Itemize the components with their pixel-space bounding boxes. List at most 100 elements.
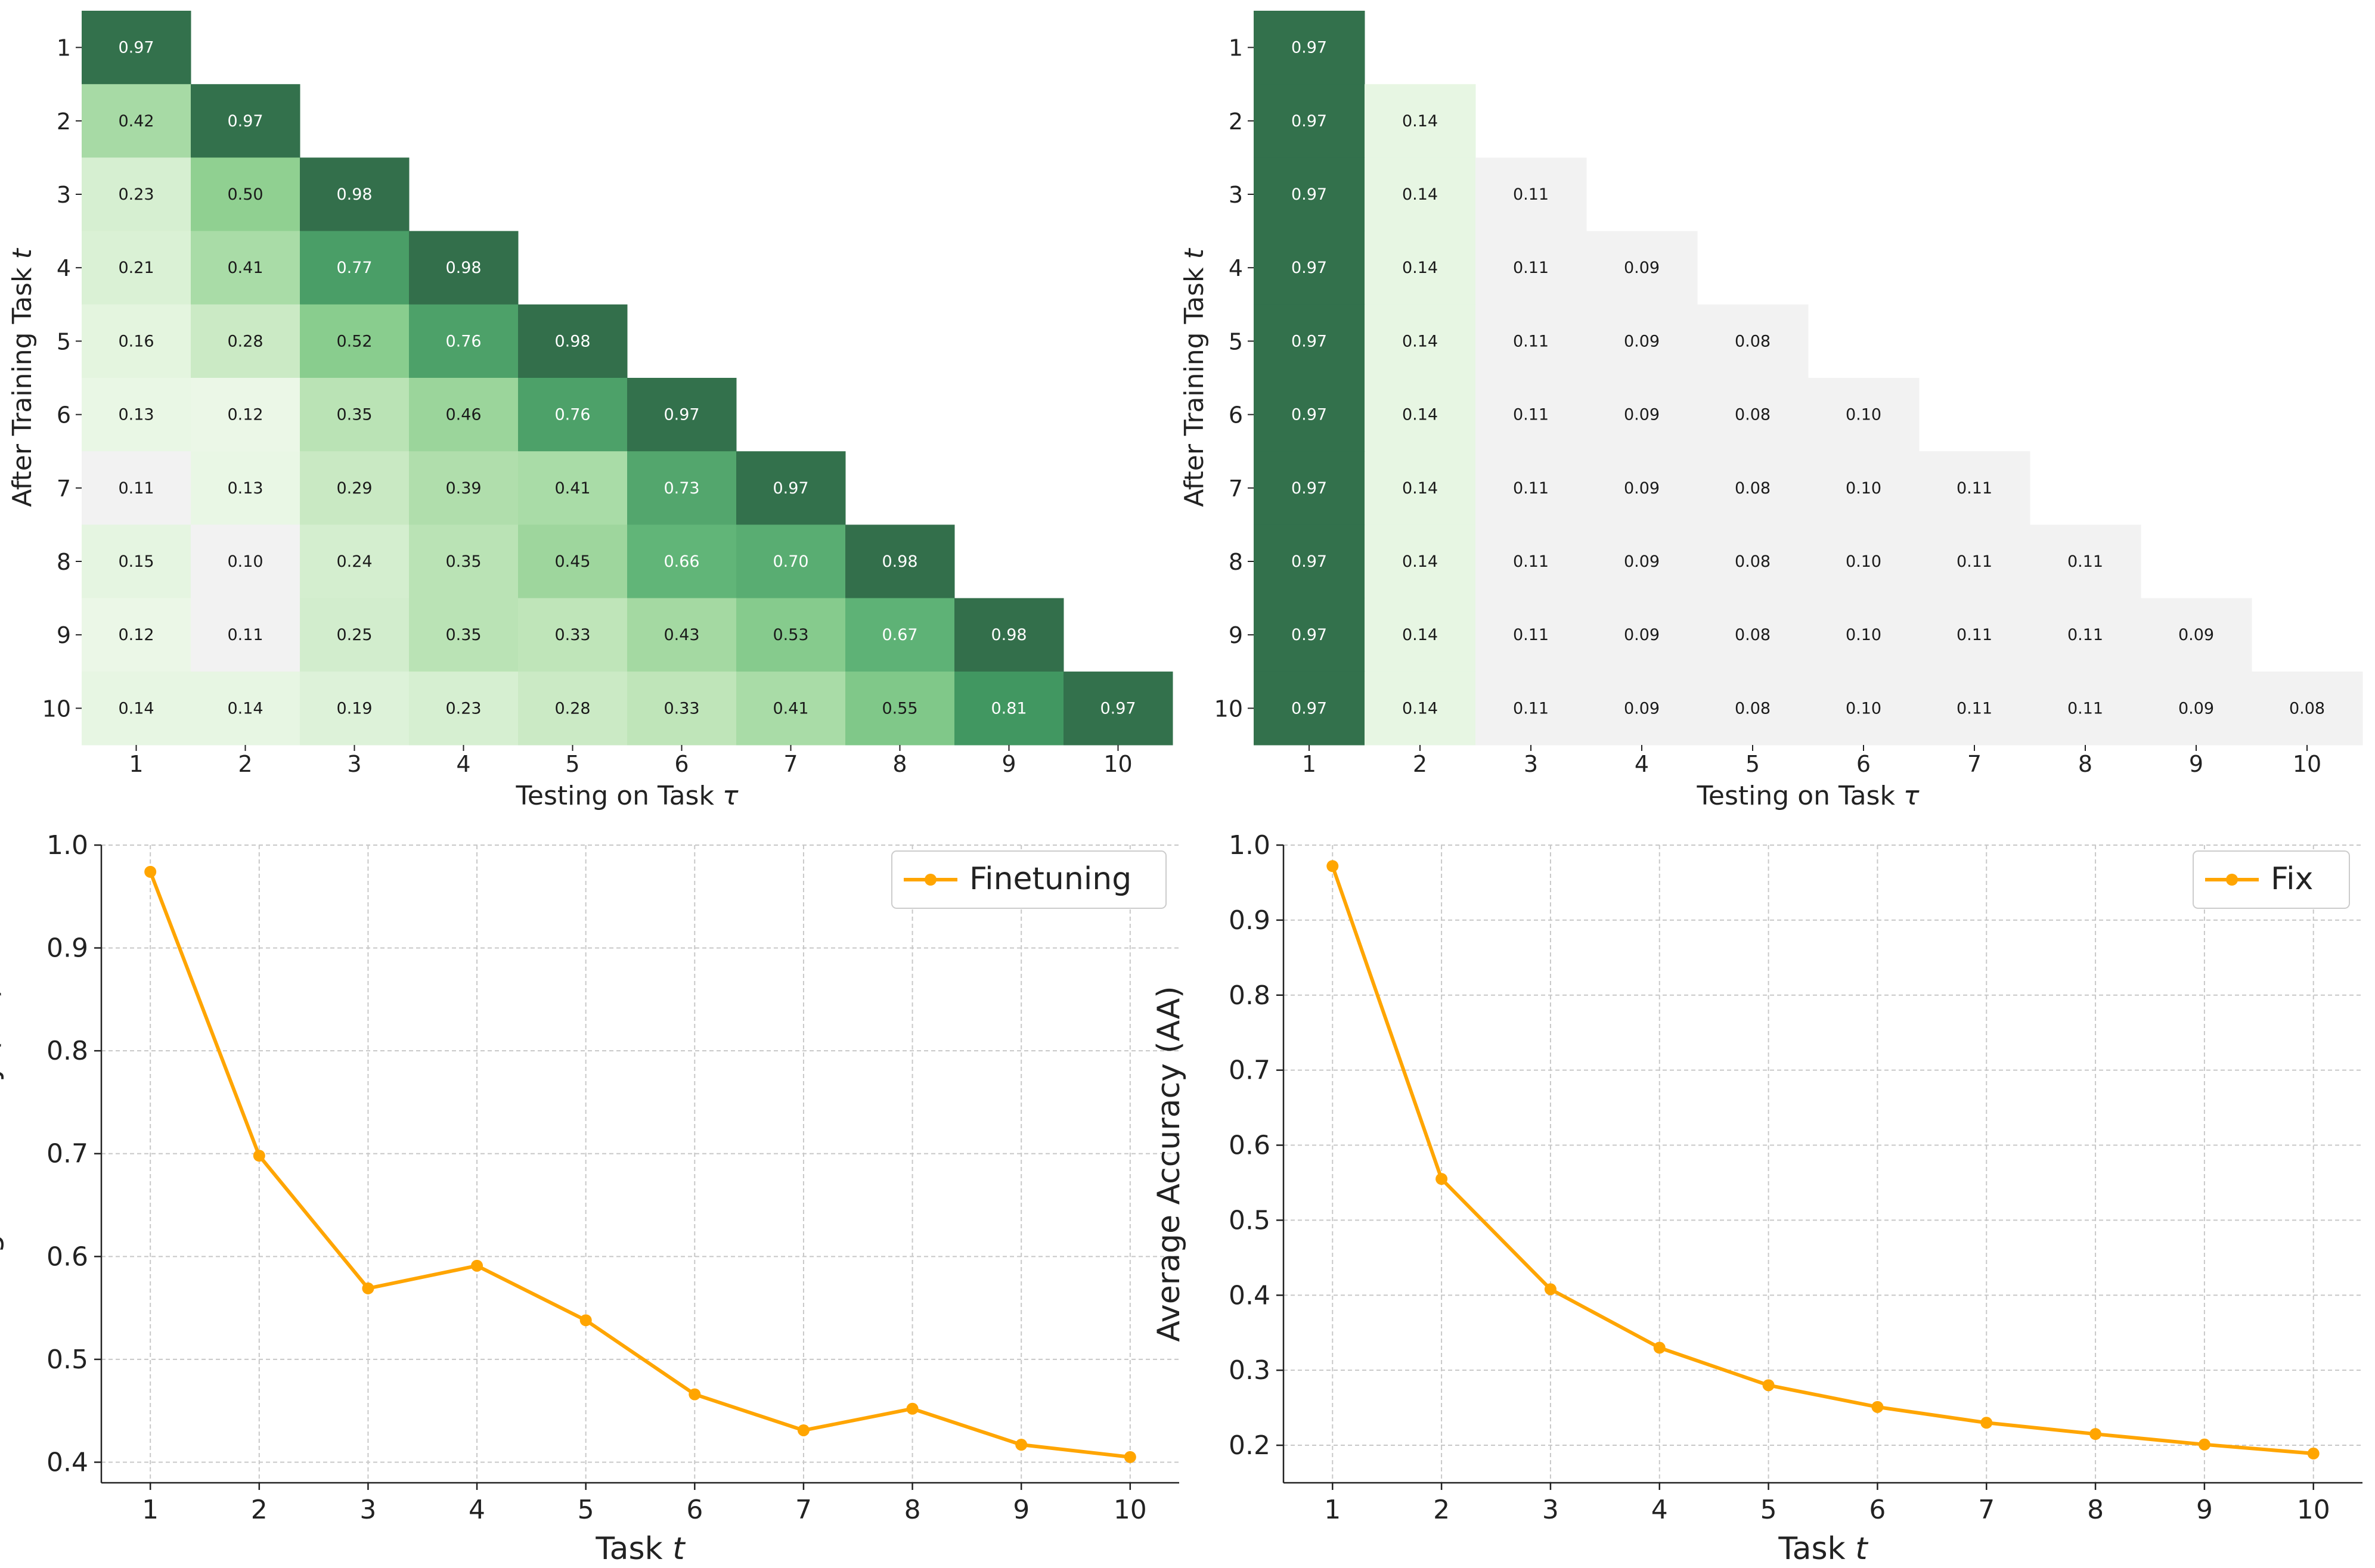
heatmap-cell xyxy=(1475,598,1587,672)
cell-value-label: 0.76 xyxy=(554,406,590,424)
cell-value-label: 0.14 xyxy=(1402,699,1438,718)
cell-value-label: 0.97 xyxy=(1291,112,1327,131)
heatmap-cell xyxy=(1475,378,1587,452)
y-tick-label: 5 xyxy=(1229,328,1243,355)
heatmap-cell xyxy=(1254,671,1365,746)
heatmap-cell xyxy=(1365,378,1476,452)
data-point xyxy=(362,1282,374,1294)
y-tick-label: 9 xyxy=(1229,622,1243,648)
heatmap-cell xyxy=(736,598,846,672)
cell-value-label: 0.97 xyxy=(1291,39,1327,57)
cell-value-label: 0.14 xyxy=(118,699,154,718)
line-chart-1: 1 2 3 4 5 6 7 8 9 10 0.4 0.5 0.6 0.7 0.8 0.9 1.0 Finetuni… xyxy=(0,830,1179,1567)
cell-value-label: 0.73 xyxy=(663,479,699,498)
data-point xyxy=(1653,1342,1666,1354)
heatmap-cell xyxy=(191,304,300,378)
heatmap-cell xyxy=(1365,231,1476,305)
heatmap-cell xyxy=(627,378,737,452)
cell-value-label: 0.35 xyxy=(445,552,481,571)
heatmap-cell xyxy=(1254,378,1365,452)
cell-value-label: 0.19 xyxy=(336,699,372,718)
y-tick-label: 6 xyxy=(1229,402,1243,429)
heatmap-cell xyxy=(1697,378,1809,452)
line-chart-2: 1 2 3 4 5 6 7 8 9 10 0.2 0.3 0.4 0.5 0.6 0.7 0.8 0.9 1.0 Fi… xyxy=(1151,830,2362,1567)
heatmap-cell xyxy=(1808,378,1920,452)
heatmap-cell xyxy=(954,671,1064,746)
heatmap-cell xyxy=(191,451,300,525)
heatmap-cell xyxy=(1254,598,1365,672)
x-tick-label: 9 xyxy=(1013,1495,1030,1525)
heatmap-cell xyxy=(1365,598,1476,672)
x-tick-label: 5 xyxy=(565,751,579,777)
heatmap-cell xyxy=(82,84,191,158)
x-tick-label: 7 xyxy=(1978,1495,1995,1525)
heatmap-cell xyxy=(82,524,191,599)
x-tick-label: 5 xyxy=(578,1495,594,1525)
heatmap-cell xyxy=(191,157,300,232)
cell-value-label: 0.09 xyxy=(1624,479,1660,498)
data-point xyxy=(1435,1173,1448,1185)
heatmap-cell xyxy=(191,378,300,452)
cell-value-label: 0.14 xyxy=(1402,112,1438,131)
cell-value-label: 0.14 xyxy=(1402,406,1438,424)
cell-value-label: 0.98 xyxy=(445,259,481,277)
heatmap-cell xyxy=(518,304,628,378)
heatmap-cell xyxy=(518,671,628,746)
y-tick-label: 4 xyxy=(57,255,71,281)
x-tick-label: 2 xyxy=(238,751,252,777)
heatmap-cell xyxy=(736,451,846,525)
heatmap-cell xyxy=(954,598,1064,672)
heatmap-cell xyxy=(736,671,846,746)
heatmap-cell xyxy=(2141,598,2252,672)
heatmap-cell xyxy=(2252,671,2363,746)
cell-value-label: 0.28 xyxy=(227,332,263,350)
x-tick-label: 7 xyxy=(783,751,798,777)
y-tick-label: 1.0 xyxy=(1229,830,1270,861)
y-tick-label: 0.9 xyxy=(1229,905,1270,936)
y-tick-label: 4 xyxy=(1229,255,1243,281)
y-tick-label: 0.5 xyxy=(1229,1205,1270,1235)
heatmap-cell xyxy=(845,524,955,599)
cell-value-label: 0.98 xyxy=(554,332,590,350)
cell-value-label: 0.98 xyxy=(336,185,372,204)
x-axis-label: Task t xyxy=(595,1531,686,1567)
heatmap-cell xyxy=(82,451,191,525)
x-tick-label: 1 xyxy=(129,751,143,777)
cell-value-label: 0.29 xyxy=(336,479,372,498)
cell-value-label: 0.14 xyxy=(1402,185,1438,204)
heatmap-cell xyxy=(627,451,737,525)
cell-value-label: 0.23 xyxy=(445,699,481,718)
x-tick-label: 1 xyxy=(1324,1495,1341,1525)
heatmap-cell xyxy=(2030,524,2141,599)
cell-value-label: 0.97 xyxy=(1291,406,1327,424)
x-tick-label: 3 xyxy=(1542,1495,1559,1525)
x-axis-label: Testing on Task τ xyxy=(1697,781,1920,811)
cell-value-label: 0.23 xyxy=(118,185,154,204)
heatmap-cell xyxy=(82,157,191,232)
cell-value-label: 0.41 xyxy=(773,699,808,718)
series-line-fix xyxy=(1331,865,2314,1455)
heatmap-1: 0.97 0.42 0.97 0.23 0.50 0.98 0.21 0.41 0.77 0.98… xyxy=(7,11,1173,811)
y-tick-label: 0.3 xyxy=(1229,1355,1270,1386)
x-tick-label: 1 xyxy=(142,1495,159,1525)
cell-value-label: 0.45 xyxy=(554,552,590,571)
x-tick-label: 8 xyxy=(904,1495,921,1525)
cell-value-label: 0.42 xyxy=(118,112,154,131)
data-point xyxy=(689,1388,701,1401)
legend: Fix xyxy=(2193,850,2350,909)
cell-value-label: 0.97 xyxy=(227,112,263,131)
heatmap-cell xyxy=(409,524,519,599)
heatmap-cell xyxy=(1254,304,1365,378)
heatmap-cell xyxy=(1919,524,2030,599)
x-tick-label: 4 xyxy=(1635,751,1649,777)
cell-value-label: 0.11 xyxy=(1957,552,1992,571)
heatmap-cell xyxy=(1475,231,1587,305)
cell-value-label: 0.53 xyxy=(773,626,808,644)
cell-value-label: 0.76 xyxy=(445,332,481,350)
cell-value-label: 0.08 xyxy=(1735,699,1771,718)
x-tick-label: 8 xyxy=(892,751,907,777)
y-axis-label: After Training Task t xyxy=(7,248,38,507)
y-tick-label: 0.7 xyxy=(1229,1055,1270,1086)
cell-value-label: 0.08 xyxy=(1735,332,1771,350)
heatmap-cell xyxy=(409,378,519,452)
